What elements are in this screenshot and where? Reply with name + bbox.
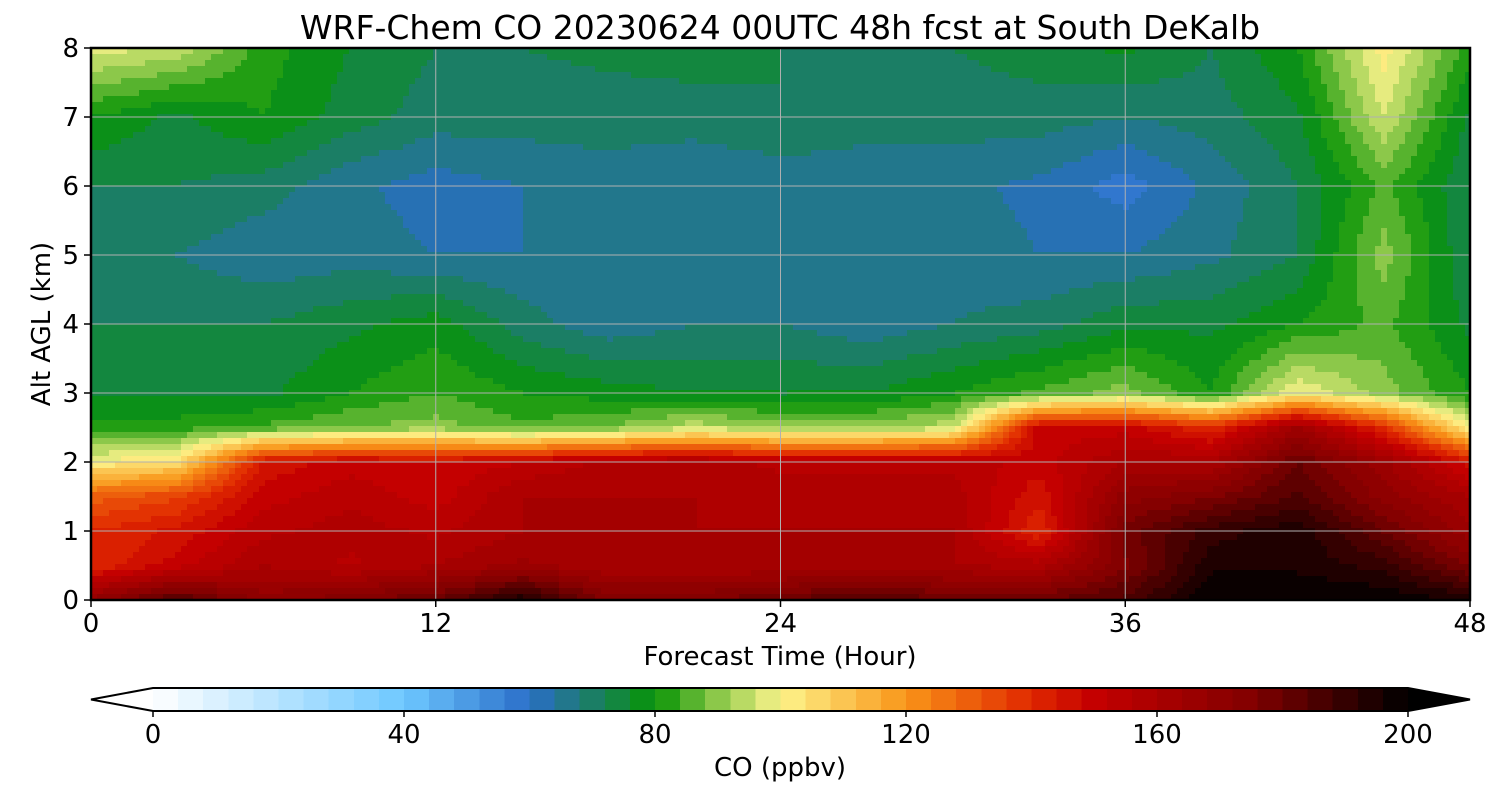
y-tick-label: 6 bbox=[62, 172, 79, 202]
colorbar-segment bbox=[579, 688, 606, 711]
colorbar-tick-label: 0 bbox=[145, 720, 162, 750]
colorbar-segment bbox=[931, 688, 957, 711]
colorbar-extend-min bbox=[91, 688, 153, 711]
x-axis-label: Forecast Time (Hour) bbox=[643, 642, 916, 672]
colorbar-segment bbox=[1357, 688, 1384, 711]
colorbar-segment bbox=[981, 688, 1007, 711]
colorbar-extend-max bbox=[1408, 688, 1470, 711]
colorbar-segment bbox=[1207, 688, 1233, 711]
colorbar-segment bbox=[755, 688, 782, 711]
colorbar-segment bbox=[855, 688, 882, 711]
x-tick-label: 36 bbox=[1109, 609, 1142, 639]
y-tick-label: 7 bbox=[62, 103, 79, 133]
plot-area bbox=[89, 46, 1472, 602]
colorbar-segment bbox=[504, 688, 531, 711]
colorbar-segment bbox=[680, 688, 706, 711]
colorbar-segment bbox=[203, 688, 229, 711]
colorbar-tick-label: 40 bbox=[387, 720, 420, 750]
colorbar-segment bbox=[1056, 688, 1083, 711]
colorbar-label: CO (ppbv) bbox=[714, 753, 846, 783]
colorbar-segment bbox=[278, 688, 305, 711]
colorbar-segment bbox=[730, 688, 756, 711]
y-tick-label: 5 bbox=[62, 241, 79, 271]
colorbar-segment bbox=[830, 688, 857, 711]
colorbar-segment bbox=[1382, 688, 1409, 711]
colorbar-segment bbox=[303, 688, 330, 711]
x-tick-label: 24 bbox=[764, 609, 797, 639]
colorbar-segment bbox=[378, 688, 405, 711]
x-axis: 0 12 24 36 48 bbox=[83, 600, 1487, 639]
colorbar-segment bbox=[805, 688, 832, 711]
colorbar-tick-label: 160 bbox=[1132, 720, 1182, 750]
colorbar-segment bbox=[328, 688, 355, 711]
colorbar-segment bbox=[1307, 688, 1334, 711]
y-axis: 0 1 2 3 4 5 6 7 8 bbox=[62, 34, 91, 616]
colorbar-segment bbox=[1081, 688, 1108, 711]
colorbar-segment bbox=[956, 688, 982, 711]
colorbar-segment bbox=[1257, 688, 1284, 711]
colorbar-segment bbox=[153, 688, 179, 711]
colorbar-segment bbox=[479, 688, 505, 711]
y-tick-label: 2 bbox=[62, 448, 79, 478]
colorbar: 0 40 80 120 160 200 bbox=[90, 687, 1471, 750]
colorbar-segment bbox=[1332, 688, 1359, 711]
y-tick-label: 8 bbox=[62, 34, 79, 64]
y-tick-label: 4 bbox=[62, 310, 79, 340]
colorbar-segment bbox=[629, 688, 656, 711]
colorbar-tick-label: 200 bbox=[1383, 720, 1433, 750]
colorbar-segment bbox=[1106, 688, 1133, 711]
colorbar-tick-label: 120 bbox=[881, 720, 931, 750]
colorbar-segment bbox=[353, 688, 380, 711]
colorbar-segment bbox=[655, 688, 681, 711]
chart-title: WRF-Chem CO 20230624 00UTC 48h fcst at S… bbox=[300, 8, 1260, 47]
x-tick-label: 48 bbox=[1453, 609, 1486, 639]
colorbar-segment bbox=[1282, 688, 1309, 711]
colorbar-segment bbox=[1182, 688, 1208, 711]
colorbar-segment bbox=[228, 688, 254, 711]
colorbar-segment bbox=[1031, 688, 1058, 711]
colorbar-segment bbox=[880, 688, 907, 711]
y-tick-label: 0 bbox=[62, 586, 79, 616]
colorbar-segment bbox=[1157, 688, 1183, 711]
colorbar-segment bbox=[705, 688, 731, 711]
y-axis-label: Alt AGL (km) bbox=[27, 242, 57, 406]
colorbar-segment bbox=[1131, 688, 1158, 711]
colorbar-segment bbox=[604, 688, 631, 711]
colorbar-segment bbox=[906, 688, 932, 711]
co-field bbox=[91, 48, 1471, 601]
x-tick-label: 0 bbox=[83, 609, 100, 639]
colorbar-segment bbox=[529, 688, 556, 711]
y-tick-label: 3 bbox=[62, 379, 79, 409]
colorbar-segment bbox=[780, 688, 807, 711]
colorbar-segment bbox=[1232, 688, 1258, 711]
colorbar-tick-label: 80 bbox=[638, 720, 671, 750]
colorbar-segment bbox=[454, 688, 480, 711]
colorbar-segment bbox=[178, 688, 204, 711]
y-tick-label: 1 bbox=[62, 517, 79, 547]
colorbar-segment bbox=[554, 688, 581, 711]
colorbar-segment bbox=[404, 688, 430, 711]
colorbar-segment bbox=[1006, 688, 1033, 711]
x-tick-label: 12 bbox=[419, 609, 452, 639]
colorbar-segment bbox=[429, 688, 455, 711]
colorbar-segment bbox=[253, 688, 280, 711]
